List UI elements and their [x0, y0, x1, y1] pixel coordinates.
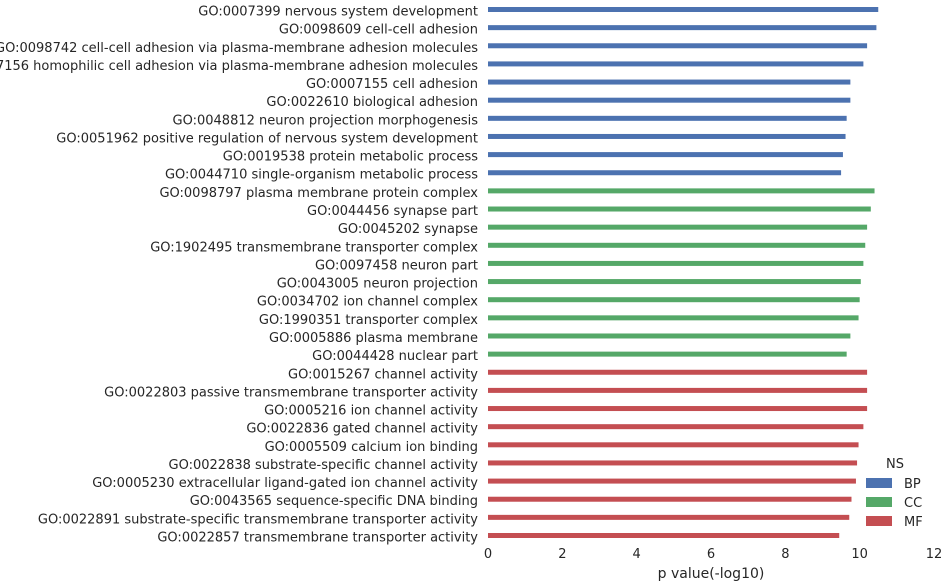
category-label: GO:0098609 cell-cell adhesion	[279, 23, 478, 38]
bar	[488, 133, 846, 139]
bar	[488, 260, 864, 266]
category-label: GO:0048812 neuron projection morphogenes…	[173, 113, 479, 128]
bar	[488, 7, 879, 12]
bar	[488, 79, 851, 85]
bar	[488, 533, 840, 538]
category-label: GO:0098797 plasma membrane protein compl…	[159, 186, 478, 201]
category-label: GO:0098742 cell-cell adhesion via plasma…	[0, 41, 478, 56]
x-tick-label: 6	[707, 547, 715, 562]
bar	[488, 152, 843, 158]
bar	[488, 460, 858, 466]
x-axis-title: p value(-log10)	[658, 566, 765, 582]
category-labels: GO:0007399 nervous system development GO:…	[0, 5, 478, 546]
category-label: GO:0043005 neuron projection	[277, 277, 478, 292]
category-label: GO:0005886 plasma membrane	[269, 331, 478, 346]
category-label: GO:0045202 synapse	[338, 222, 478, 237]
legend-label: BP	[904, 477, 921, 492]
bar	[488, 406, 868, 412]
bar	[488, 170, 842, 176]
category-label: GO:0022836 gated channel activity	[246, 422, 478, 437]
legend-title: NS	[886, 457, 904, 472]
bar	[488, 25, 877, 31]
category-label: GO:0044428 nuclear part	[312, 349, 478, 364]
category-label: GO:1902495 transmembrane transporter com…	[150, 240, 478, 255]
bar	[488, 206, 871, 212]
category-label: GO:0051962 positive regulation of nervou…	[56, 131, 478, 146]
legend-swatch	[866, 516, 892, 526]
x-axis-ticks: 0 2 4 6 8 10 12	[484, 547, 942, 562]
bars-layer	[488, 7, 879, 538]
category-label: GO:0005230 extracellular ligand-gated io…	[92, 476, 478, 491]
category-label: GO:0022838 substrate-specific channel ac…	[169, 458, 479, 473]
category-label: GO:0022803 passive transmembrane transpo…	[104, 385, 478, 400]
legend-label: CC	[904, 496, 922, 511]
bar	[488, 43, 868, 49]
category-label: GO:0019538 protein metabolic process	[223, 150, 478, 165]
category-label: GO:0034702 ion channel complex	[257, 295, 478, 310]
x-tick-label: 2	[558, 547, 566, 562]
category-label: GO:0005216 ion channel activity	[264, 404, 478, 419]
category-label: GO:0007399 nervous system development	[198, 5, 478, 20]
category-label: GO:1990351 transporter complex	[259, 313, 478, 328]
bar	[488, 424, 864, 430]
legend-swatch	[866, 478, 892, 488]
category-label: GO:0022891 substrate-specific transmembr…	[38, 512, 478, 527]
category-label: GO:0097458 neuron part	[315, 258, 478, 273]
x-tick-label: 0	[484, 547, 492, 562]
bar	[488, 514, 850, 520]
x-tick-label: 10	[851, 547, 868, 562]
category-label: GO:0007156 homophilic cell adhesion via …	[0, 59, 478, 74]
category-label: GO:0044710 single-organism metabolic pro…	[165, 168, 478, 183]
bar	[488, 224, 868, 230]
bar	[488, 351, 847, 357]
bar	[488, 369, 868, 375]
x-tick-label: 12	[926, 547, 943, 562]
category-label: GO:0043565 sequence-specific DNA binding	[190, 494, 478, 509]
bar	[488, 61, 864, 67]
category-label: GO:0022610 biological adhesion	[266, 95, 478, 110]
bar	[488, 333, 851, 339]
x-tick-label: 4	[633, 547, 641, 562]
bar	[488, 242, 866, 248]
bar	[488, 188, 875, 194]
category-label: GO:0005509 calcium ion binding	[265, 440, 478, 455]
legend-swatch	[866, 497, 892, 507]
legend-label: MF	[904, 515, 923, 530]
x-tick-label: 8	[781, 547, 789, 562]
bar	[488, 297, 860, 303]
category-label: GO:0044456 synapse part	[307, 204, 478, 219]
bar	[488, 442, 859, 448]
bar	[488, 478, 856, 484]
bar	[488, 315, 859, 321]
bar	[488, 97, 851, 103]
category-label: GO:0007155 cell adhesion	[306, 77, 478, 92]
bar	[488, 496, 852, 502]
bar	[488, 115, 847, 121]
bar	[488, 279, 861, 285]
category-label: GO:0022857 transmembrane transporter act…	[157, 531, 478, 546]
category-label: GO:0015267 channel activity	[288, 367, 478, 382]
bar	[488, 387, 868, 393]
